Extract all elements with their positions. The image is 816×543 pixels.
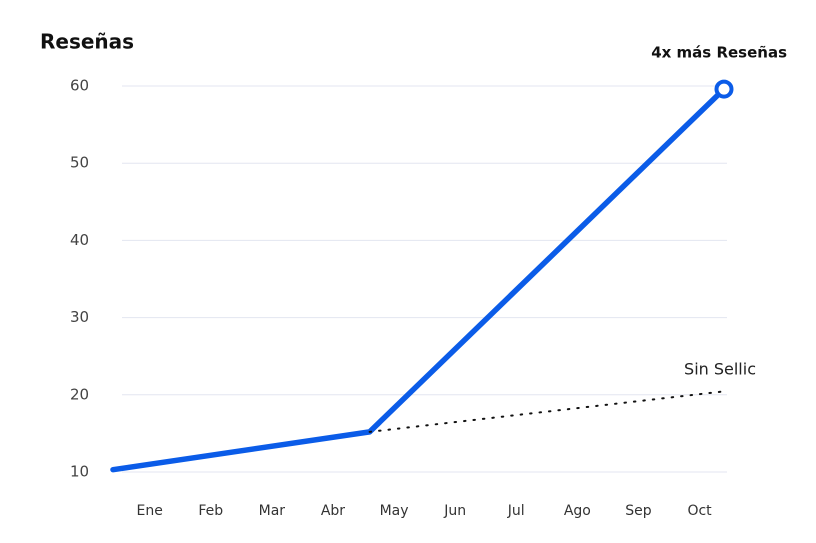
series-label: 4x más Reseñas bbox=[651, 44, 787, 62]
y-tick-label: 10 bbox=[70, 463, 89, 481]
x-tick-label: Jun bbox=[443, 503, 466, 519]
chart-title: Reseñas bbox=[40, 30, 134, 54]
x-tick-label: May bbox=[380, 503, 409, 519]
series-label: Sin Sellic bbox=[684, 360, 756, 379]
x-tick-label: Oct bbox=[687, 503, 712, 519]
end-marker bbox=[714, 79, 734, 99]
x-tick-label: Ene bbox=[136, 503, 162, 519]
y-tick-label: 40 bbox=[70, 231, 89, 249]
x-tick-label: Abr bbox=[321, 503, 345, 519]
x-tick-label: Sep bbox=[625, 503, 652, 519]
y-tick-label: 20 bbox=[70, 385, 89, 403]
x-tick-label: Mar bbox=[259, 503, 286, 519]
y-tick-label: 30 bbox=[70, 308, 89, 326]
x-tick-label: Feb bbox=[198, 503, 223, 519]
baseline-line bbox=[368, 390, 722, 433]
data-line bbox=[110, 86, 727, 473]
x-tick-label: Jul bbox=[507, 503, 525, 519]
y-tick-label: 50 bbox=[70, 154, 89, 172]
x-tick-label: Ago bbox=[564, 503, 591, 519]
y-tick-label: 60 bbox=[70, 77, 89, 95]
